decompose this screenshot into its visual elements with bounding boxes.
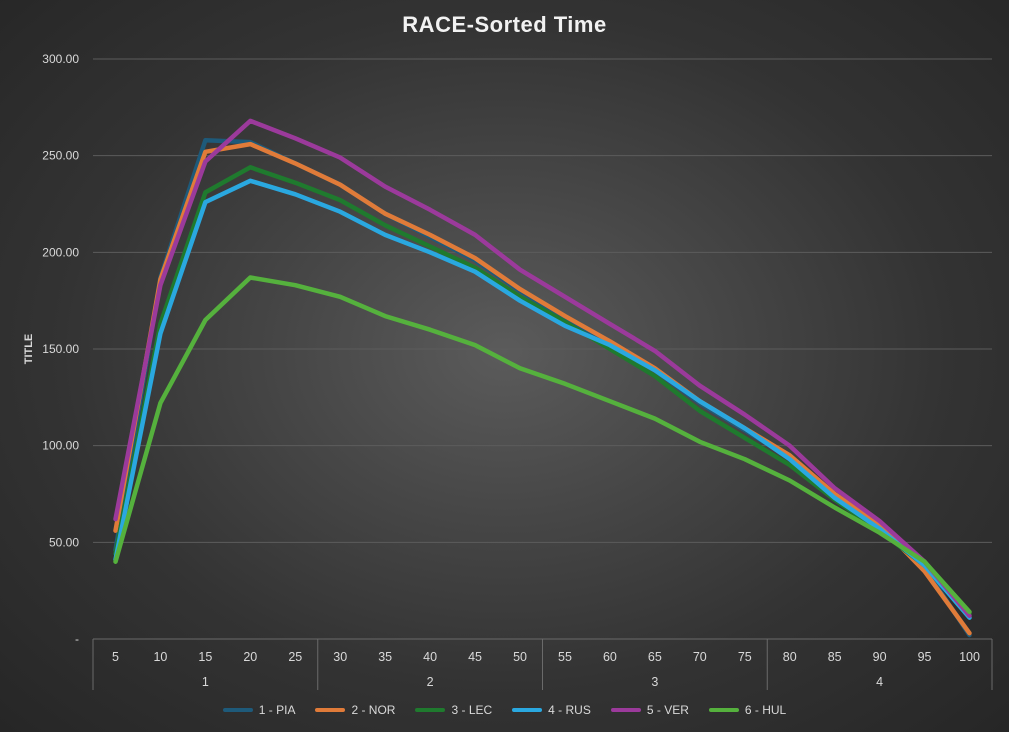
x-tick-label: 65	[648, 650, 662, 664]
x-tick-label: 5	[112, 650, 119, 664]
series-line-1-pia	[113, 137, 972, 638]
x-tick-label: 85	[828, 650, 842, 664]
chart-legend: 1 - PIA 2 - NOR 3 - LEC 4 - RUS 5 - VER 6 - H…	[0, 703, 1009, 717]
x-tick-label: 20	[243, 650, 257, 664]
legend-item: 2 - NOR	[315, 703, 395, 717]
y-tick-label: 200.00	[42, 245, 79, 259]
x-group-label: 2	[427, 675, 434, 689]
x-tick-label: 25	[288, 650, 302, 664]
legend-label: 5 - VER	[646, 703, 689, 717]
legend-label: 6 - HUL	[744, 703, 787, 717]
x-tick-label: 50	[513, 650, 527, 664]
y-tick-label: 50.00	[49, 535, 79, 549]
x-tick-label: 75	[738, 650, 752, 664]
x-tick-label: 10	[153, 650, 167, 664]
y-tick-label: 150.00	[42, 342, 79, 356]
y-tick-label: -	[75, 632, 79, 646]
x-tick-label: 90	[873, 650, 887, 664]
x-tick-label: 55	[558, 650, 572, 664]
x-tick-label: 45	[468, 650, 482, 664]
x-tick-label: 40	[423, 650, 437, 664]
legend-swatch	[222, 708, 253, 712]
series-line-5-ver	[113, 118, 972, 619]
y-axis-title: TITLE	[23, 334, 35, 365]
legend-swatch	[415, 708, 446, 712]
legend-item: 1 - PIA	[222, 703, 296, 717]
legend-item: 3 - LEC	[415, 703, 492, 717]
x-tick-label: 100	[959, 650, 980, 664]
legend-item: 4 - RUS	[512, 703, 591, 717]
series-line-4-rus	[113, 178, 972, 620]
y-tick-label: 100.00	[42, 439, 79, 453]
y-tick-label: 300.00	[42, 52, 79, 66]
x-group-label: 3	[651, 675, 658, 689]
series-line-6-hul	[113, 275, 972, 615]
x-tick-label: 60	[603, 650, 617, 664]
x-group-label: 1	[202, 675, 209, 689]
series-line-2-nor	[113, 141, 972, 636]
legend-item: 5 - VER	[610, 703, 689, 717]
legend-swatch	[315, 708, 346, 712]
y-tick-label: 250.00	[42, 149, 79, 163]
chart-title: RACE-Sorted Time	[402, 12, 607, 37]
x-tick-label: 35	[378, 650, 392, 664]
x-tick-label: 70	[693, 650, 707, 664]
legend-swatch	[610, 708, 641, 712]
x-tick-label: 80	[783, 650, 797, 664]
x-tick-label: 30	[333, 650, 347, 664]
series-line-3-lec	[113, 165, 972, 617]
legend-label: 3 - LEC	[451, 703, 493, 717]
x-tick-label: 15	[198, 650, 212, 664]
legend-label: 4 - RUS	[548, 703, 591, 717]
legend-item: 6 - HUL	[708, 703, 787, 717]
legend-label: 1 - PIA	[258, 703, 296, 717]
legend-label: 2 - NOR	[351, 703, 396, 717]
x-tick-label: 95	[918, 650, 932, 664]
legend-swatch	[512, 708, 543, 712]
x-group-label: 4	[876, 675, 883, 689]
legend-swatch	[708, 708, 739, 712]
